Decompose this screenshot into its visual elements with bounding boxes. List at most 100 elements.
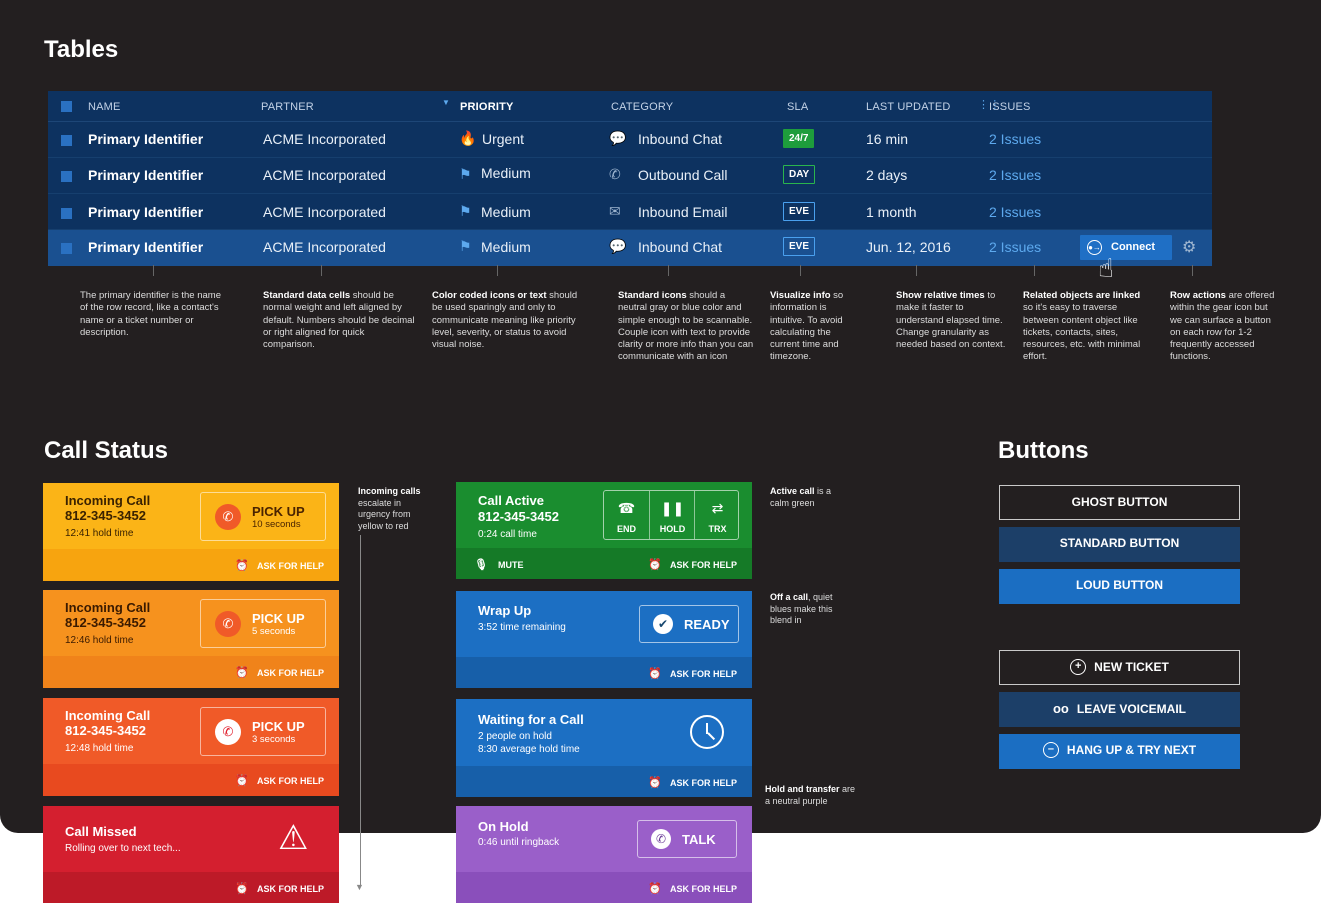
hand-pointer-icon: ☝	[1098, 253, 1114, 283]
hang-up-icon: –	[1042, 741, 1059, 758]
people-on-hold: 2 people on hold	[478, 731, 552, 742]
average-hold-time: 8:30 average hold time	[478, 744, 580, 755]
call-status-heading: Call Status	[44, 437, 169, 464]
col-priority[interactable]: PRIORITY	[460, 101, 514, 113]
card-title: Call Active	[478, 493, 544, 508]
pick-up-button[interactable]: ✆ PICK UP 10 seconds	[200, 492, 326, 541]
primary-identifier[interactable]: Primary Identifier	[88, 204, 204, 220]
col-issues[interactable]: ISSUES	[989, 101, 1031, 113]
annotation-tick	[916, 265, 917, 276]
ask-for-help-button[interactable]: ⏰ ASK FOR HELP	[235, 883, 324, 895]
col-last-updated[interactable]: LAST UPDATED	[866, 101, 951, 113]
row-checkbox[interactable]	[61, 171, 72, 182]
annotation-tick	[1034, 265, 1035, 276]
ask-for-help-button[interactable]: ⏰ ASK FOR HELP	[648, 559, 737, 571]
card-subtitle: Rolling over to next tech...	[65, 843, 181, 854]
alarm-icon: ⏰	[648, 559, 662, 571]
priority-cell: Urgent	[482, 131, 525, 147]
primary-identifier[interactable]: Primary Identifier	[88, 239, 204, 255]
annotation-tick	[668, 265, 669, 276]
ghost-button[interactable]: GHOST BUTTON	[999, 485, 1240, 520]
card-title: Incoming Call	[65, 600, 151, 615]
annotation-note: Row actions are offered within the gear …	[1170, 290, 1275, 363]
mute-button[interactable]: 🎙 MUTE	[474, 559, 524, 571]
data-table: NAME PARTNER ▼ PRIORITY CATEGORY SLA LAS…	[48, 91, 1212, 266]
category-cell: Inbound Chat	[638, 131, 723, 147]
buttons-heading: Buttons	[998, 437, 1089, 464]
category-cell: Outbound Call	[638, 167, 728, 183]
countdown: 3 seconds	[252, 734, 296, 745]
sla-badge: EVE	[783, 237, 816, 256]
phone-ring-icon: ✆	[215, 719, 241, 745]
primary-identifier[interactable]: Primary Identifier	[88, 167, 204, 183]
table-row[interactable]: Primary Identifier ACME Incorporated ⚑ M…	[48, 194, 1212, 230]
envelope-icon: ✉	[609, 203, 621, 219]
priority-cell: Medium	[481, 239, 531, 255]
card-title: Waiting for a Call	[478, 712, 584, 727]
ask-for-help-button[interactable]: ⏰ ASK FOR HELP	[648, 883, 737, 895]
ask-for-help-button[interactable]: ⏰ ASK FOR HELP	[648, 668, 737, 680]
ask-for-help-button[interactable]: ⏰ ASK FOR HELP	[235, 667, 324, 679]
pick-up-button[interactable]: ✆ PICK UP 3 seconds	[200, 707, 326, 756]
pick-up-label: PICK UP	[252, 719, 305, 734]
end-call-button[interactable]: ☎ END	[604, 491, 649, 539]
table-row[interactable]: Primary Identifier ACME Incorporated ⚑ M…	[48, 158, 1212, 194]
columns-icon[interactable]: ⋮⋮	[978, 99, 1001, 111]
new-ticket-label: NEW TICKET	[1094, 660, 1169, 674]
row-checkbox[interactable]	[61, 243, 72, 254]
select-all-checkbox[interactable]	[61, 101, 72, 112]
standard-button[interactable]: STANDARD BUTTON	[999, 527, 1240, 562]
call-missed-card: ⏰ ASK FOR HELP Call Missed Rolling over t…	[43, 806, 339, 903]
connect-button[interactable]: ●→ Connect	[1080, 235, 1172, 260]
issues-link[interactable]: 2 Issues	[989, 204, 1042, 220]
talk-button[interactable]: ✆ TALK	[637, 820, 737, 858]
sla-badge: EVE	[783, 202, 816, 221]
row-checkbox[interactable]	[61, 208, 72, 219]
annotation-note: Related objects are linked so it's easy …	[1023, 290, 1141, 363]
hold-button[interactable]: ❚❚ HOLD	[649, 491, 694, 539]
transfer-button[interactable]: ⇄ TRX	[694, 491, 739, 539]
hang-up-try-next-button[interactable]: – HANG UP & TRY NEXT	[999, 734, 1240, 769]
updated-cell: 2 days	[866, 167, 908, 183]
row-checkbox[interactable]	[61, 135, 72, 146]
partner-cell: ACME Incorporated	[263, 167, 386, 183]
loud-button[interactable]: LOUD BUTTON	[999, 569, 1240, 604]
card-title: Incoming Call	[65, 708, 151, 723]
annotation-note: Hold and transfer are a neutral purple	[765, 784, 856, 806]
caller-number: 812-345-3452	[65, 615, 146, 630]
transfer-icon: ⇄	[711, 500, 724, 516]
alarm-icon: ⏰	[235, 667, 249, 679]
ask-for-help-button[interactable]: ⏰ ASK FOR HELP	[235, 560, 324, 572]
col-sla[interactable]: SLA	[787, 101, 809, 113]
col-name[interactable]: NAME	[88, 101, 121, 113]
flame-icon: 🔥	[459, 130, 477, 146]
sort-down-icon: ▼	[442, 98, 451, 107]
issues-link[interactable]: 2 Issues	[989, 131, 1042, 147]
partner-cell: ACME Incorporated	[263, 204, 386, 220]
pick-up-button[interactable]: ✆ PICK UP 5 seconds	[200, 599, 326, 648]
category-cell: Inbound Chat	[638, 239, 723, 255]
phone-icon: ✆	[651, 829, 671, 849]
ready-button[interactable]: ✔ READY	[639, 605, 739, 643]
flag-icon: ⚑	[459, 166, 472, 182]
countdown: 10 seconds	[252, 519, 301, 530]
leave-voicemail-button[interactable]: oo LEAVE VOICEMAIL	[999, 692, 1240, 727]
caller-number: 812-345-3452	[478, 509, 559, 524]
leave-voicemail-label: LEAVE VOICEMAIL	[1076, 702, 1186, 716]
issues-link[interactable]: 2 Issues	[989, 167, 1042, 183]
ask-for-help-button[interactable]: ⏰ ASK FOR HELP	[235, 775, 324, 787]
gear-icon[interactable]: ⚙	[1182, 239, 1197, 256]
alarm-icon: ⏰	[648, 668, 662, 680]
col-category[interactable]: CATEGORY	[611, 101, 674, 113]
updated-cell: 16 min	[866, 131, 909, 147]
table-row-hovered[interactable]: Primary Identifier ACME Incorporated ⚑ M…	[48, 230, 1212, 266]
ask-for-help-button[interactable]: ⏰ ASK FOR HELP	[648, 777, 737, 789]
priority-cell: Medium	[481, 165, 531, 181]
primary-identifier[interactable]: Primary Identifier	[88, 131, 204, 147]
issues-link[interactable]: 2 Issues	[989, 239, 1042, 255]
annotation-note: Off a call, quiet blues make this blend …	[770, 592, 833, 625]
table-row[interactable]: Primary Identifier ACME Incorporated 🔥 U…	[48, 122, 1212, 158]
col-partner[interactable]: PARTNER	[261, 101, 314, 113]
new-ticket-button[interactable]: + NEW TICKET	[999, 650, 1240, 685]
voicemail-icon: oo	[1052, 701, 1069, 716]
